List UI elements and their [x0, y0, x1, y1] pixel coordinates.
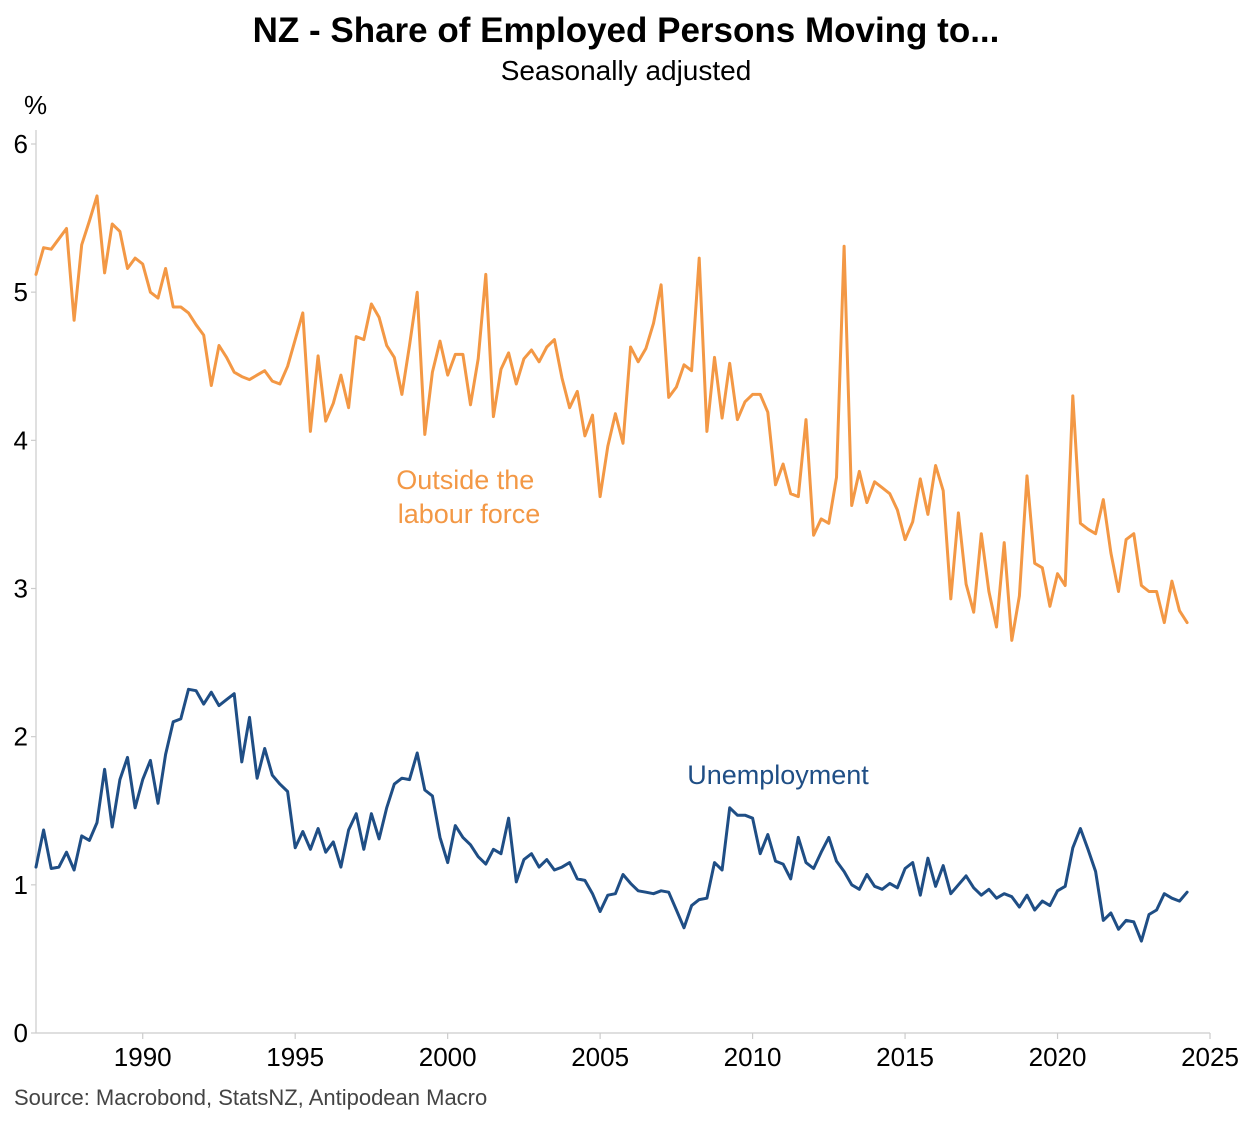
y-axis-unit-label: % [24, 90, 47, 120]
x-tick-label: 2020 [1029, 1042, 1087, 1072]
outside-labour-force-label: Outside the labour force [396, 465, 542, 529]
outside-labour-force-label-line1: Outside the [396, 465, 534, 495]
y-tick-label: 6 [14, 129, 28, 159]
outside-labour-force-label-line2: labour force [398, 499, 541, 529]
x-tick-label: 1990 [114, 1042, 172, 1072]
x-tick-label: 1995 [266, 1042, 324, 1072]
unemployment-label: Unemployment [687, 760, 869, 790]
series-layer [34, 194, 1189, 943]
y-tick-label: 4 [14, 425, 28, 455]
x-tick-label: 2005 [571, 1042, 629, 1072]
series-line-outside-labour-force [34, 194, 1189, 642]
y-tick-label: 5 [14, 277, 28, 307]
y-tick-label: 2 [14, 722, 28, 752]
axes: 0 1 2 3 4 5 6 1990 1995 2000 2005 2010 2015 2020 2025 [14, 129, 1239, 1072]
y-tick-label: 0 [14, 1018, 28, 1048]
series-line-unemployment [34, 687, 1189, 943]
x-tick-label: 2015 [876, 1042, 934, 1072]
x-tick-label: 2010 [724, 1042, 782, 1072]
y-tick-label: 3 [14, 574, 28, 604]
source-note: Source: Macrobond, StatsNZ, Antipodean M… [14, 1085, 487, 1110]
y-tick-label: 1 [14, 870, 28, 900]
x-tick-label: 2000 [419, 1042, 477, 1072]
x-tick-label: 2025 [1181, 1042, 1239, 1072]
chart-subtitle: Seasonally adjusted [501, 55, 752, 86]
chart-title: NZ - Share of Employed Persons Moving to… [253, 11, 1000, 50]
